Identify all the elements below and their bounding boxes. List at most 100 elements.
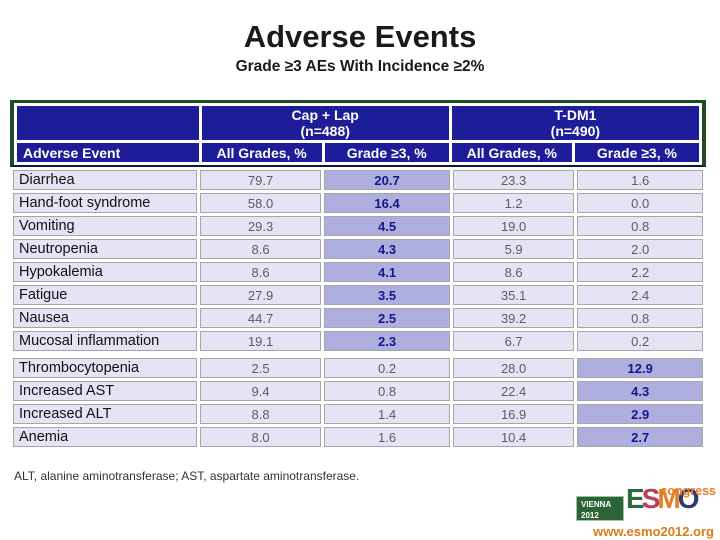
value-cell-highlighted: 2.5 xyxy=(324,308,450,328)
value-cell: 9.4 xyxy=(199,381,322,401)
value-cell: 2.5 xyxy=(199,358,322,378)
column-header-all-grades-cap-lap: All Grades, % xyxy=(201,143,322,162)
table-section-bottom: Thrombocytopenia 2.5 0.2 28.0 12.9 Increased … xyxy=(10,355,706,450)
value-cell: 8.6 xyxy=(199,239,322,259)
value-cell: 5.9 xyxy=(452,239,575,259)
slide-title: Adverse Events xyxy=(243,19,477,54)
value-cell: 0.2 xyxy=(324,358,450,378)
table-section-top: Diarrhea 79.7 20.7 23.3 1.6 Hand-foot syndrom… xyxy=(10,167,706,354)
venue-label: VIENNA xyxy=(581,500,612,509)
table-row: Nausea 44.7 2.5 39.2 0.8 xyxy=(13,308,703,328)
table-row: Increased AST 9.4 0.8 22.4 4.3 xyxy=(13,381,703,401)
value-cell-highlighted: 4.3 xyxy=(324,239,450,259)
esmo-letter: E xyxy=(626,483,645,514)
congress-label: congress xyxy=(660,484,716,498)
value-cell: 1.2 xyxy=(452,193,575,213)
value-cell-highlighted: 16.4 xyxy=(324,193,450,213)
value-cell: 29.3 xyxy=(199,216,322,236)
value-cell: 1.6 xyxy=(577,170,703,190)
value-cell-highlighted: 20.7 xyxy=(324,170,450,190)
value-cell-highlighted: 2.9 xyxy=(577,404,703,424)
value-cell: 27.9 xyxy=(199,285,322,305)
event-cell: Increased AST xyxy=(13,381,197,401)
value-cell: 1.4 xyxy=(324,404,450,424)
group-header-row: Cap + Lap (n=488) T-DM1 (n=490) xyxy=(17,106,699,140)
adverse-events-table: Cap + Lap (n=488) T-DM1 (n=490) Adverse … xyxy=(10,100,706,450)
group-n: (n=488) xyxy=(300,123,350,139)
corner-cell xyxy=(17,106,199,140)
group-name: Cap + Lap xyxy=(291,107,359,123)
event-cell: Mucosal inflammation xyxy=(13,331,197,351)
value-cell: 16.9 xyxy=(452,404,575,424)
group-name: T-DM1 xyxy=(554,107,597,123)
esmo-wordmark: ESMO xyxy=(626,483,699,514)
value-cell: 22.4 xyxy=(452,381,575,401)
column-header-adverse-event: Adverse Event xyxy=(17,143,199,162)
value-cell: 0.8 xyxy=(324,381,450,401)
table-row: Increased ALT 8.8 1.4 16.9 2.9 xyxy=(13,404,703,424)
value-cell: 8.0 xyxy=(199,427,322,447)
table-row: Diarrhea 79.7 20.7 23.3 1.6 xyxy=(13,170,703,190)
table-row: Hand-foot syndrome 58.0 16.4 1.2 0.0 xyxy=(13,193,703,213)
esmo-venue-box: VIENNA 2012 xyxy=(576,496,624,521)
esmo-letter: M xyxy=(657,483,680,514)
esmo-logo: congress VIENNA 2012 ESMO www.esmo2012.o… xyxy=(562,483,718,539)
value-cell: 0.8 xyxy=(577,308,703,328)
column-header-all-grades-tdm1: All Grades, % xyxy=(451,143,572,162)
column-header-row: Adverse Event All Grades, % Grade ≥3, % … xyxy=(17,143,699,162)
value-cell: 39.2 xyxy=(452,308,575,328)
event-cell: Fatigue xyxy=(13,285,197,305)
value-cell: 44.7 xyxy=(199,308,322,328)
value-cell: 8.6 xyxy=(452,262,575,282)
value-cell-highlighted: 4.1 xyxy=(324,262,450,282)
group-header-tdm1: T-DM1 (n=490) xyxy=(451,106,699,140)
table-row: Thrombocytopenia 2.5 0.2 28.0 12.9 xyxy=(13,358,703,378)
esmo-letter: S xyxy=(641,483,661,514)
value-cell-highlighted: 4.3 xyxy=(577,381,703,401)
header-table: Cap + Lap (n=488) T-DM1 (n=490) Adverse … xyxy=(14,103,702,165)
value-cell: 8.6 xyxy=(199,262,322,282)
event-cell: Hand-foot syndrome xyxy=(13,193,197,213)
value-cell: 0.8 xyxy=(577,216,703,236)
value-cell: 0.2 xyxy=(577,331,703,351)
value-cell: 28.0 xyxy=(452,358,575,378)
slide-subtitle: Grade ≥3 AEs With Incidence ≥2% xyxy=(235,58,485,75)
event-cell: Nausea xyxy=(13,308,197,328)
event-cell: Anemia xyxy=(13,427,197,447)
value-cell: 2.4 xyxy=(577,285,703,305)
value-cell: 19.0 xyxy=(452,216,575,236)
esmo-url: www.esmo2012.org xyxy=(593,524,714,539)
value-cell: 2.2 xyxy=(577,262,703,282)
value-cell: 23.3 xyxy=(452,170,575,190)
value-cell: 6.7 xyxy=(452,331,575,351)
table-row: Fatigue 27.9 3.5 35.1 2.4 xyxy=(13,285,703,305)
event-cell: Increased ALT xyxy=(13,404,197,424)
table-row: Anemia 8.0 1.6 10.4 2.7 xyxy=(13,427,703,447)
event-cell: Thrombocytopenia xyxy=(13,358,197,378)
table-row: Hypokalemia 8.6 4.1 8.6 2.2 xyxy=(13,262,703,282)
column-header-grade3-cap-lap: Grade ≥3, % xyxy=(324,143,449,162)
group-header-cap-lap: Cap + Lap (n=488) xyxy=(201,106,449,140)
event-cell: Hypokalemia xyxy=(13,262,197,282)
year-label: 2012 xyxy=(581,511,599,520)
event-cell: Vomiting xyxy=(13,216,197,236)
event-cell: Neutropenia xyxy=(13,239,197,259)
table-row: Neutropenia 8.6 4.3 5.9 2.0 xyxy=(13,239,703,259)
footnote: ALT, alanine aminotransferase; AST, aspa… xyxy=(14,469,360,483)
value-cell: 10.4 xyxy=(452,427,575,447)
column-header-grade3-tdm1: Grade ≥3, % xyxy=(574,143,699,162)
value-cell: 58.0 xyxy=(199,193,322,213)
value-cell: 19.1 xyxy=(199,331,322,351)
value-cell: 2.0 xyxy=(577,239,703,259)
value-cell-highlighted: 2.3 xyxy=(324,331,450,351)
value-cell: 8.8 xyxy=(199,404,322,424)
value-cell: 1.6 xyxy=(324,427,450,447)
event-cell: Diarrhea xyxy=(13,170,197,190)
value-cell-highlighted: 3.5 xyxy=(324,285,450,305)
table-row: Mucosal inflammation 19.1 2.3 6.7 0.2 xyxy=(13,331,703,351)
value-cell-highlighted: 12.9 xyxy=(577,358,703,378)
value-cell: 0.0 xyxy=(577,193,703,213)
table-row: Vomiting 29.3 4.5 19.0 0.8 xyxy=(13,216,703,236)
table-header-block: Cap + Lap (n=488) T-DM1 (n=490) Adverse … xyxy=(10,100,706,167)
value-cell: 35.1 xyxy=(452,285,575,305)
